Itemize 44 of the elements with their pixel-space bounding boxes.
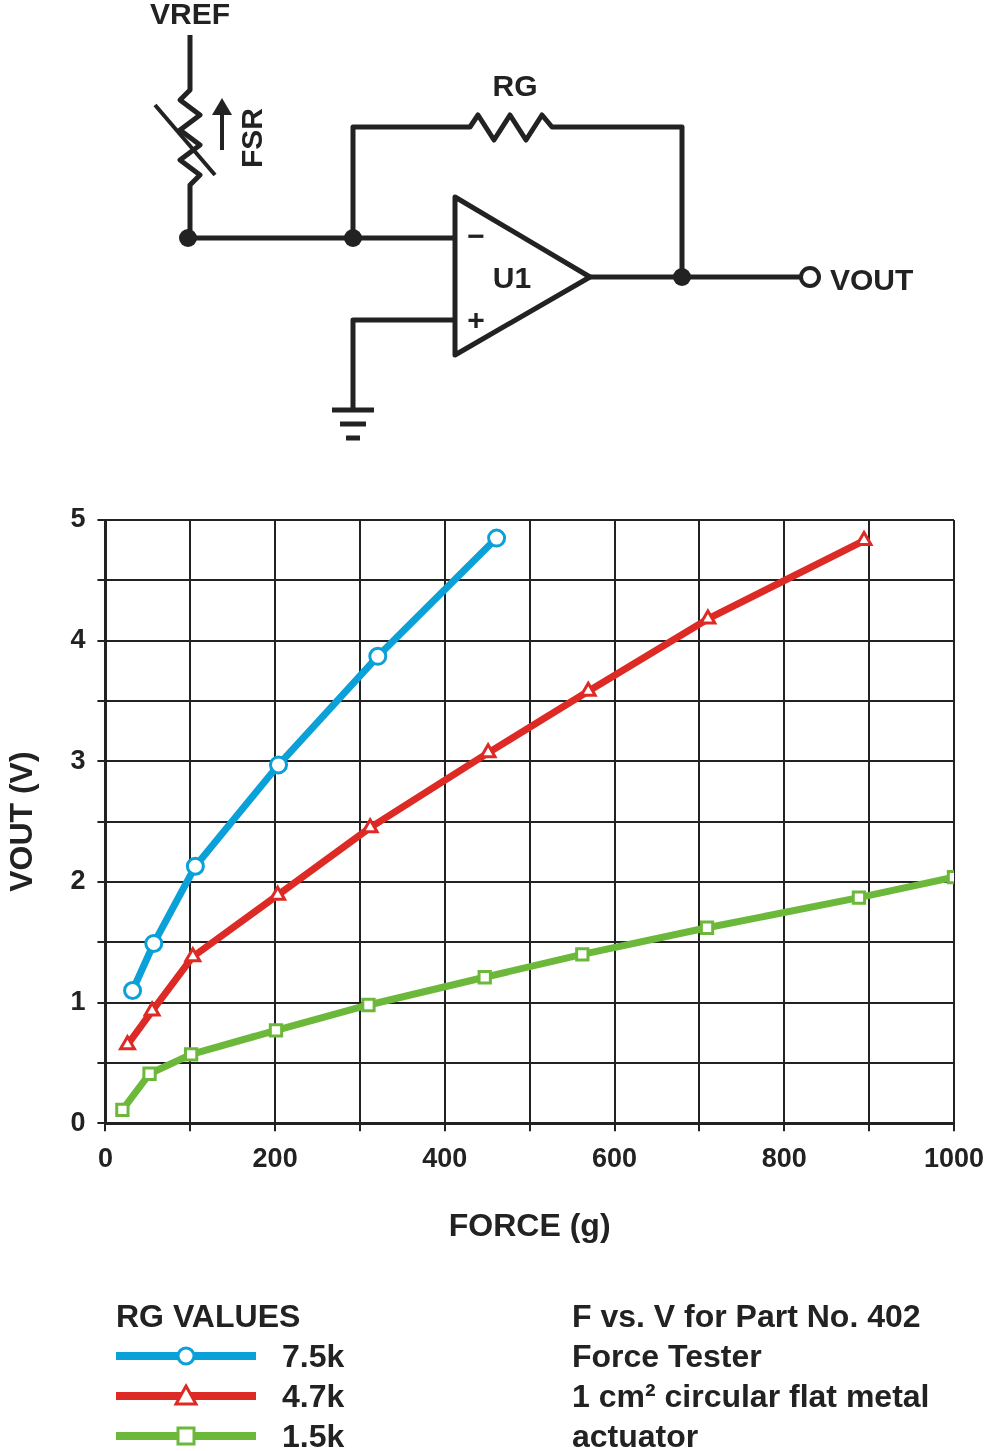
point [142, 1066, 157, 1081]
x-tick-label: 0 [97, 1142, 113, 1173]
point [579, 681, 597, 697]
x-tick-label: 400 [422, 1142, 468, 1173]
point [368, 646, 388, 666]
point [361, 997, 376, 1013]
legend-label: 7.5k [282, 1337, 345, 1375]
point [269, 885, 287, 901]
y-tick-label: 0 [70, 1106, 86, 1137]
point [269, 755, 289, 775]
legend-label: 4.7k [282, 1377, 345, 1415]
x-tick-label: 200 [252, 1142, 298, 1173]
point [487, 528, 507, 548]
y-tick-label: 3 [70, 744, 86, 775]
legend-label: 1.5k [282, 1417, 345, 1451]
point [851, 890, 867, 905]
legend-title: RG VALUES [116, 1297, 302, 1336]
x-tick-label: 1000 [923, 1142, 985, 1173]
point [143, 1001, 161, 1017]
text: F vs. V for Part No. 402 [572, 1297, 922, 1336]
point [183, 1047, 199, 1062]
text: Force Tester [572, 1337, 763, 1376]
point [119, 1035, 136, 1051]
point [144, 933, 164, 953]
x-axis-title: FORCE (g) [448, 1206, 611, 1243]
point [115, 1102, 130, 1118]
text: 1 cm² circular flat metal actuator [572, 1377, 931, 1451]
point [699, 609, 717, 625]
point [477, 970, 492, 985]
y-tick-label: 1 [70, 986, 86, 1017]
point [479, 743, 497, 759]
y-axis-title: VOUT (V) [3, 751, 40, 892]
point [185, 856, 205, 876]
y-tick-label: 2 [70, 865, 86, 896]
point [268, 1023, 284, 1038]
point [699, 920, 715, 935]
point [361, 818, 379, 834]
y-tick-label: 4 [70, 624, 86, 655]
x-tick-label: 800 [761, 1142, 807, 1173]
point [184, 947, 202, 963]
x-tick-label: 600 [592, 1142, 638, 1173]
y-tick-label: 5 [70, 503, 86, 534]
point [575, 947, 590, 962]
point [123, 981, 143, 1000]
